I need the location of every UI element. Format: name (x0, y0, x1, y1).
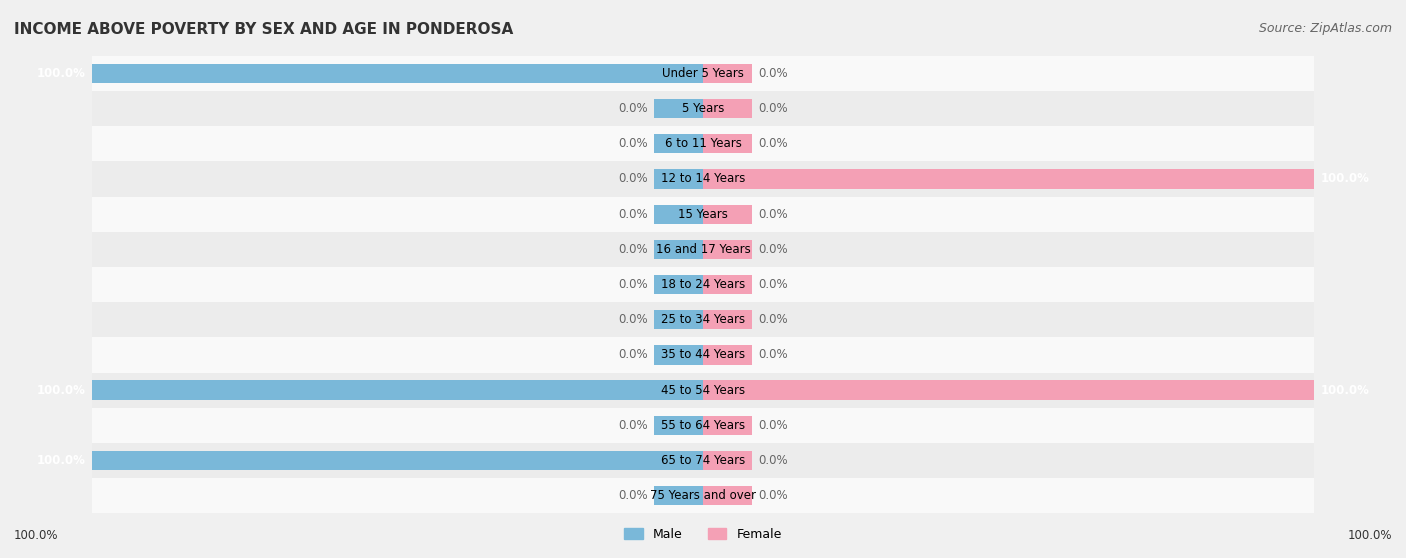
Text: 100.0%: 100.0% (37, 384, 86, 397)
Text: 0.0%: 0.0% (619, 243, 648, 256)
Bar (703, 486, 752, 506)
Bar (703, 381, 1315, 400)
Bar (703, 275, 752, 294)
Bar (703, 451, 752, 470)
Bar (91, 267, 1315, 302)
Text: 0.0%: 0.0% (758, 137, 787, 150)
Text: 0.0%: 0.0% (758, 489, 787, 502)
Text: 0.0%: 0.0% (619, 137, 648, 150)
Bar (91, 408, 1315, 443)
Text: 35 to 44 Years: 35 to 44 Years (661, 349, 745, 362)
Text: 0.0%: 0.0% (758, 313, 787, 326)
Text: Source: ZipAtlas.com: Source: ZipAtlas.com (1258, 22, 1392, 35)
Text: 25 to 34 Years: 25 to 34 Years (661, 313, 745, 326)
Bar (91, 64, 703, 83)
Bar (91, 91, 1315, 126)
Bar (654, 240, 703, 259)
Text: 0.0%: 0.0% (619, 102, 648, 115)
Bar (91, 338, 1315, 373)
Bar (91, 196, 1315, 232)
Bar (91, 161, 1315, 196)
Text: 0.0%: 0.0% (758, 278, 787, 291)
Text: 0.0%: 0.0% (619, 313, 648, 326)
Bar (654, 134, 703, 153)
Bar (654, 169, 703, 189)
Bar (91, 381, 703, 400)
Text: 16 and 17 Years: 16 and 17 Years (655, 243, 751, 256)
Text: 65 to 74 Years: 65 to 74 Years (661, 454, 745, 467)
Bar (91, 232, 1315, 267)
Text: 0.0%: 0.0% (758, 243, 787, 256)
Text: 0.0%: 0.0% (758, 208, 787, 220)
Legend: Male, Female: Male, Female (619, 523, 787, 546)
Bar (91, 443, 1315, 478)
Text: 100.0%: 100.0% (1320, 172, 1369, 185)
Bar (654, 416, 703, 435)
Text: 0.0%: 0.0% (619, 489, 648, 502)
Bar (654, 275, 703, 294)
Text: 15 Years: 15 Years (678, 208, 728, 220)
Text: 100.0%: 100.0% (1320, 384, 1369, 397)
Text: 0.0%: 0.0% (758, 102, 787, 115)
Text: 45 to 54 Years: 45 to 54 Years (661, 384, 745, 397)
Text: 100.0%: 100.0% (14, 529, 59, 542)
Bar (654, 99, 703, 118)
Text: 0.0%: 0.0% (619, 419, 648, 432)
Text: 0.0%: 0.0% (758, 419, 787, 432)
Bar (703, 240, 752, 259)
Text: 5 Years: 5 Years (682, 102, 724, 115)
Text: 0.0%: 0.0% (758, 67, 787, 80)
Bar (91, 478, 1315, 513)
Text: 55 to 64 Years: 55 to 64 Years (661, 419, 745, 432)
Text: 18 to 24 Years: 18 to 24 Years (661, 278, 745, 291)
Bar (703, 310, 752, 329)
Bar (703, 99, 752, 118)
Bar (654, 204, 703, 224)
Bar (654, 310, 703, 329)
Text: 100.0%: 100.0% (1347, 529, 1392, 542)
Bar (703, 169, 1315, 189)
Text: INCOME ABOVE POVERTY BY SEX AND AGE IN PONDEROSA: INCOME ABOVE POVERTY BY SEX AND AGE IN P… (14, 22, 513, 37)
Text: 75 Years and over: 75 Years and over (650, 489, 756, 502)
Text: 0.0%: 0.0% (619, 208, 648, 220)
Bar (703, 416, 752, 435)
Bar (91, 302, 1315, 338)
Bar (654, 486, 703, 506)
Text: 100.0%: 100.0% (37, 67, 86, 80)
Bar (654, 345, 703, 365)
Bar (703, 204, 752, 224)
Bar (703, 134, 752, 153)
Text: 0.0%: 0.0% (619, 278, 648, 291)
Text: 6 to 11 Years: 6 to 11 Years (665, 137, 741, 150)
Bar (91, 373, 1315, 408)
Text: 100.0%: 100.0% (37, 454, 86, 467)
Text: Under 5 Years: Under 5 Years (662, 67, 744, 80)
Text: 0.0%: 0.0% (758, 349, 787, 362)
Bar (91, 451, 703, 470)
Text: 12 to 14 Years: 12 to 14 Years (661, 172, 745, 185)
Text: 0.0%: 0.0% (619, 172, 648, 185)
Bar (91, 56, 1315, 91)
Bar (703, 64, 752, 83)
Bar (703, 345, 752, 365)
Text: 0.0%: 0.0% (619, 349, 648, 362)
Text: 0.0%: 0.0% (758, 454, 787, 467)
Bar (91, 126, 1315, 161)
